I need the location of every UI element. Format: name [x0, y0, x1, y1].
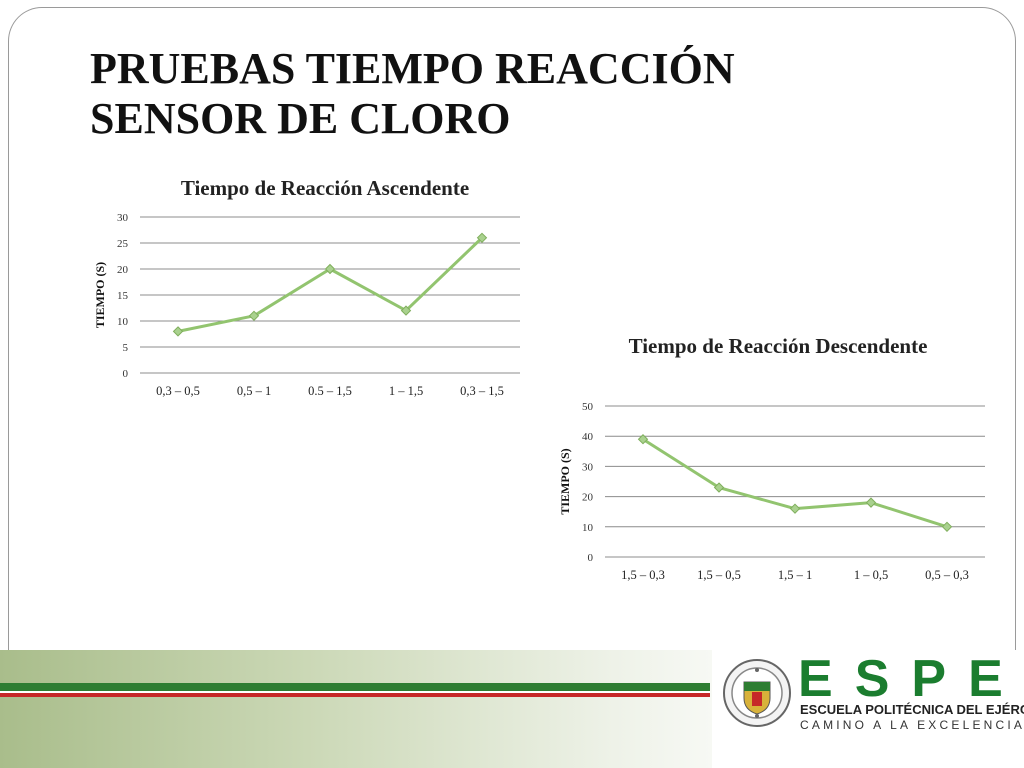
footer-green-stripe	[0, 683, 710, 691]
data-point	[865, 497, 877, 508]
y-tick-label: 0	[588, 552, 594, 564]
x-tick-label: 1,5 – 0,3	[621, 568, 665, 582]
x-tick-label: 1,5 – 0,5	[697, 568, 741, 582]
y-tick-label: 10	[582, 522, 594, 534]
data-point	[172, 326, 184, 337]
y-tick-label: 5	[123, 342, 129, 354]
x-tick-label: 0,5 – 1	[237, 384, 271, 398]
y-tick-label: 25	[117, 238, 129, 250]
y-tick-label: 30	[117, 212, 129, 224]
data-point	[248, 310, 260, 322]
data-point	[637, 434, 649, 445]
footer-red-stripe	[0, 693, 710, 697]
x-tick-label: 0,3 – 1,5	[460, 384, 504, 398]
data-point	[400, 305, 412, 316]
y-tick-label: 20	[117, 264, 129, 276]
x-tick-label: 1 – 1,5	[389, 384, 423, 398]
school-motto: CAMINO A LA EXCELENCIA	[800, 718, 1024, 732]
y-tick-label: 40	[582, 431, 594, 443]
x-tick-label: 1 – 0,5	[854, 568, 888, 582]
slide-title-line-2: SENSOR DE CLORO	[90, 94, 511, 143]
y-tick-label: 15	[117, 290, 129, 302]
y-axis-label: TIEMPO (S)	[558, 448, 572, 514]
school-name: ESCUELA POLITÉCNICA DEL EJÉRCITO	[800, 702, 1024, 717]
data-point	[713, 482, 725, 493]
y-tick-label: 20	[582, 492, 594, 504]
chart-plot: 0 5 10 15 20 25 30 0,3 – 0,5 0,5 – 1 0.5 – 1,5 1 –…	[93, 212, 520, 398]
data-point	[941, 521, 953, 533]
espe-seal-icon	[723, 659, 791, 727]
ascending-reaction-chart: Tiempo de Reacción Ascendente 0 5 10 15 20 25…	[70, 170, 540, 410]
espe-letter: E	[798, 650, 855, 708]
chart-plot: 0 10 20 30 40 50 1,5 – 0,3 1,5 – 0,5 1,5 – 1 1 – …	[558, 401, 985, 582]
chart-title: Tiempo de Reacción Ascendente	[180, 176, 470, 200]
y-tick-label: 10	[117, 316, 129, 328]
y-tick-label: 30	[582, 461, 594, 473]
espe-letter: S	[854, 650, 912, 708]
series-line	[177, 236, 484, 333]
x-tick-label: 0,5 – 0,3	[925, 568, 969, 582]
x-tick-label: 1,5 – 1	[778, 568, 812, 582]
slide-title-line-1: PRUEBAS TIEMPO REACCIÓN	[90, 44, 735, 93]
descending-reaction-chart: Tiempo de Reacción Descendente 0 10 20 30 40…	[540, 330, 1010, 595]
espe-letter: E	[968, 650, 1024, 708]
slide-title: PRUEBAS TIEMPO REACCIÓN SENSOR DE CLORO	[90, 44, 890, 144]
data-point	[324, 263, 336, 275]
espe-wordmark: ESPE	[798, 652, 1020, 706]
y-tick-label: 0	[123, 368, 129, 380]
footer-white-stripe	[0, 691, 710, 693]
y-axis-label: TIEMPO (S)	[93, 262, 107, 328]
chart-title: Tiempo de Reacción Descendente	[628, 334, 928, 358]
data-point	[476, 232, 488, 244]
x-tick-label: 0,3 – 0,5	[156, 384, 200, 398]
x-tick-label: 0.5 – 1,5	[308, 384, 352, 398]
y-tick-label: 50	[582, 401, 594, 413]
slide-frame	[8, 7, 1016, 767]
espe-logo: ESPE ESCUELA POLITÉCNICA DEL EJÉRCITO CA…	[712, 650, 1024, 768]
data-point	[789, 503, 801, 514]
espe-letter: P	[911, 650, 969, 708]
